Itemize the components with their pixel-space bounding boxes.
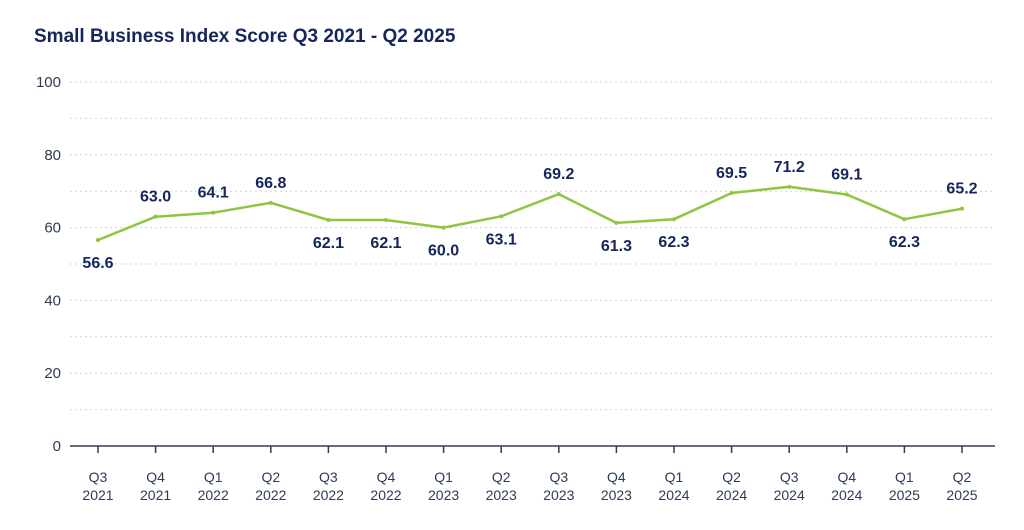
chart-title: Small Business Index Score Q3 2021 - Q2 … (34, 26, 456, 47)
data-point (556, 192, 561, 197)
x-tick-label: Q4 2021 (140, 469, 171, 503)
y-tick-label: 20 (44, 365, 61, 382)
data-label: 56.6 (82, 255, 113, 272)
data-label: 71.2 (774, 159, 805, 176)
data-label: 65.2 (946, 181, 977, 198)
x-tick-label: Q2 2022 (255, 469, 286, 503)
data-label: 69.1 (831, 166, 862, 183)
series (96, 184, 964, 242)
y-tick-label: 60 (44, 220, 61, 237)
x-tick-label: Q1 2025 (889, 469, 920, 503)
data-label: 64.1 (198, 185, 229, 202)
data-point (672, 217, 676, 222)
data-label: 63.1 (486, 231, 517, 248)
x-tick-label: Q4 2022 (370, 469, 401, 503)
data-label: 63.0 (140, 189, 171, 206)
data-point (614, 220, 619, 225)
data-label: 61.3 (601, 238, 632, 255)
y-axis: 0 20 40 60 80 100 (36, 74, 61, 455)
x-tick-label: Q2 2023 (486, 469, 517, 503)
x-tick-label: Q3 2023 (543, 469, 574, 503)
data-label: 66.8 (255, 175, 286, 192)
data-point (211, 210, 216, 215)
x-axis: Q3 2021 Q4 2021 Q1 2022 Q2 2022 Q3 2022 Q4 2022 Q1 20… (70, 445, 995, 503)
data-point (902, 217, 907, 222)
x-tick-label: Q1 2024 (658, 469, 689, 503)
x-tick-label: Q3 2024 (774, 469, 805, 503)
data-point (499, 214, 504, 219)
data-point (787, 184, 792, 189)
y-tick-label: 0 (53, 438, 61, 455)
x-tick-label: Q1 2023 (428, 469, 459, 503)
y-tick-label: 80 (44, 147, 61, 164)
data-point (729, 191, 734, 196)
data-point (844, 192, 849, 197)
data-point (153, 214, 158, 219)
y-tick-label: 40 (44, 292, 61, 309)
data-label: 60.0 (428, 243, 459, 260)
data-point (441, 225, 446, 230)
data-point (96, 237, 100, 242)
x-tick-label: Q3 2022 (313, 469, 344, 503)
series-line (96, 185, 964, 242)
data-label: 69.2 (543, 166, 574, 183)
x-tick-label: Q4 2023 (601, 469, 632, 503)
data-point (384, 217, 388, 222)
x-tick-label: Q2 2024 (716, 469, 747, 503)
x-tick-label: Q1 2022 (198, 469, 229, 503)
data-label: 62.1 (370, 235, 401, 252)
gridlines (70, 81, 995, 411)
data-labels: 56.6 63.0 64.1 66.8 62.1 62.1 60.0 63.1 69.2 61.3… (82, 159, 977, 272)
data-point (326, 217, 331, 222)
x-tick-label: Q3 2021 (82, 469, 113, 503)
y-tick-label: 100 (36, 74, 61, 91)
x-tick-label: Q2 2025 (946, 469, 977, 503)
data-label: 62.3 (658, 234, 689, 251)
data-label: 62.3 (889, 234, 920, 251)
data-point (268, 200, 273, 205)
x-tick-label: Q4 2024 (831, 469, 862, 503)
data-label: 62.1 (313, 235, 344, 252)
data-label: 69.5 (716, 165, 747, 182)
data-point (960, 206, 964, 211)
